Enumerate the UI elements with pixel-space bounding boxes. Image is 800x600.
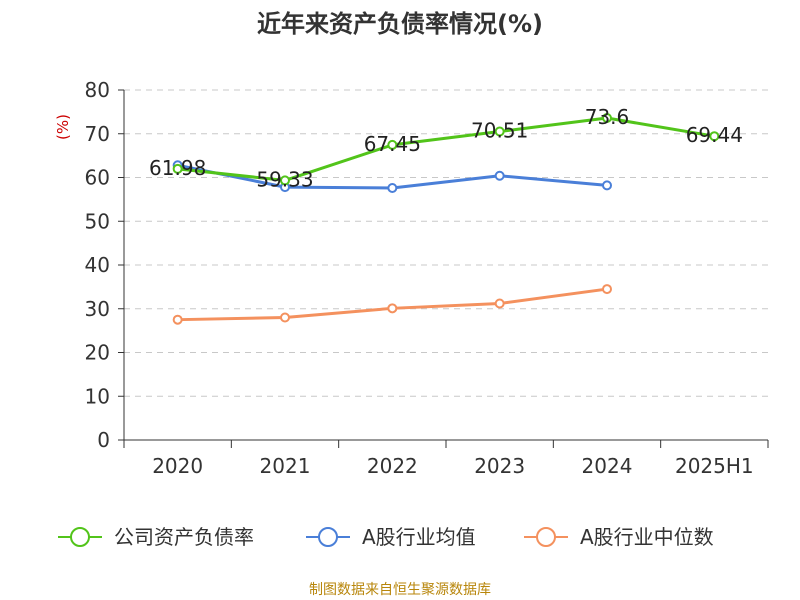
data-point [387,183,398,193]
y-tick-label: 30 [85,297,110,321]
data-point [602,180,612,191]
y-tick-label: 20 [85,341,110,365]
legend-marker [318,527,338,547]
data-point [280,312,290,323]
legend-label: 公司资产负债率 [114,525,254,549]
data-labels: 61.98 59.33 67.45 70.51 73.6 69.44 [149,105,743,191]
y-axis-unit-label: (%) [54,114,72,140]
y-tick-label: 0 [97,428,110,452]
data-label: 61.98 [149,156,206,180]
series-group [172,113,720,186]
series-group [172,284,612,325]
data-point [280,175,290,186]
y-tick-label: 40 [85,253,110,277]
legend-marker [536,527,556,547]
legend-item: 公司资产负债率 [58,525,254,549]
data-point [602,284,612,295]
axes: 0 10 20 30 40 50 60 70 80 2020 2021 2022 2023 2024 202… [85,78,769,478]
series-lines [172,113,720,325]
x-tick-label: 2024 [582,454,633,478]
data-point [494,126,505,137]
legend-item: A股行业均值 [306,525,476,549]
y-tick-label: 50 [85,209,110,233]
series-line [177,116,715,182]
legend-label: A股行业中位数 [580,525,714,549]
legend-item: A股行业中位数 [524,525,714,549]
data-label: 70.51 [471,119,528,143]
data-point [172,163,183,174]
y-tick-label: 60 [85,166,110,190]
data-point [494,170,505,181]
data-point [387,139,398,150]
chart-title: 近年来资产负债率情况(%) [257,10,543,38]
grid-lines [124,89,768,397]
data-point [602,113,612,123]
legend-label: A股行业均值 [362,525,476,549]
y-tick-label: 70 [85,122,110,146]
data-label: 69.44 [686,123,743,147]
x-tick-label: 2021 [260,454,311,478]
data-point [387,303,398,314]
legend: 公司资产负债率 A股行业均值 A股行业中位数 [58,525,714,549]
data-point [172,314,183,325]
data-label: 59.33 [256,167,313,191]
source-note: 制图数据来自恒生聚源数据库 [309,582,491,598]
legend-marker [70,527,90,547]
x-tick-label: 2020 [152,454,203,478]
data-point [709,131,720,142]
data-label: 67.45 [364,132,421,156]
x-tick-label: 2022 [367,454,418,478]
y-tick-label: 80 [85,78,110,102]
y-tick-label: 10 [85,384,110,408]
data-label: 73.6 [585,105,630,129]
data-point [494,298,505,309]
x-tick-label: 2025H1 [675,454,754,478]
x-tick-label: 2023 [474,454,525,478]
